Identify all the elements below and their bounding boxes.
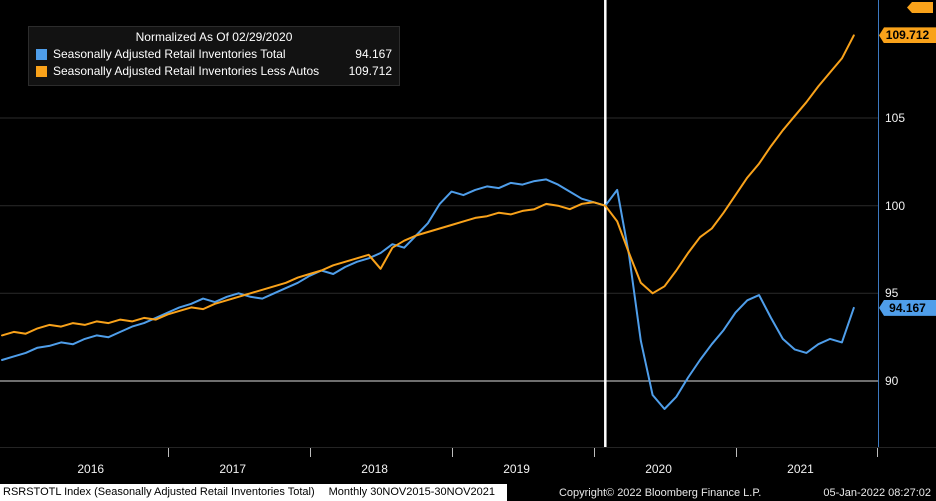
x-axis: 2016 2017 2018 2019 2020 2021 [0, 447, 936, 484]
periodicity-range: Monthly 30NOV2015-30NOV2021 [328, 486, 495, 498]
security-strip: RSRSTOTL Index (Seasonally Adjusted Reta… [0, 484, 507, 501]
x-axis-label-2019: 2019 [503, 462, 530, 476]
chart-canvas [0, 0, 878, 447]
legend-title: Normalized As Of 02/29/2020 [135, 30, 293, 44]
legend-value: 94.167 [355, 47, 392, 61]
security-description: RSRSTOTL Index (Seasonally Adjusted Reta… [3, 486, 315, 498]
x-axis-label-2021: 2021 [787, 462, 814, 476]
x-axis-tick [167, 448, 169, 457]
x-axis-tick [309, 448, 311, 457]
timestamp: 05-Jan-2022 08:27:02 [823, 486, 931, 499]
legend-value: 109.712 [348, 64, 392, 78]
legend-items: Seasonally Adjusted Retail Inventories T… [36, 46, 392, 80]
x-axis-label-2020: 2020 [645, 462, 672, 476]
x-axis-tick [451, 448, 453, 457]
top-right-marker-icon[interactable] [907, 2, 933, 13]
x-axis-tick [877, 448, 879, 457]
legend-label: Seasonally Adjusted Retail Inventories T… [53, 47, 286, 61]
x-axis-tick [735, 448, 737, 457]
y-axis-line [878, 0, 879, 447]
chart-plot-area[interactable]: 90 95 100 105 109.712 94.167 Normalized As O… [0, 0, 936, 447]
x-axis-label-2018: 2018 [361, 462, 388, 476]
legend-swatch-icon [36, 66, 47, 77]
legend-box[interactable]: Normalized As Of 02/29/2020 Seasonally A… [28, 26, 400, 86]
x-axis-tick [593, 448, 595, 457]
status-bar: RSRSTOTL Index (Seasonally Adjusted Reta… [0, 484, 936, 501]
x-axis-label-2017: 2017 [219, 462, 247, 476]
x-axis-label-2016: 2016 [77, 462, 105, 476]
legend-item-0[interactable]: Seasonally Adjusted Retail Inventories T… [36, 46, 392, 63]
legend-label: Seasonally Adjusted Retail Inventories L… [53, 64, 320, 78]
line-series-total [1, 178, 855, 410]
line-series-less_autos [1, 34, 855, 337]
legend-swatch-icon [36, 49, 47, 60]
legend-item-1[interactable]: Seasonally Adjusted Retail Inventories L… [36, 63, 392, 80]
copyright-text: Copyright© 2022 Bloomberg Finance L.P. [558, 486, 762, 499]
